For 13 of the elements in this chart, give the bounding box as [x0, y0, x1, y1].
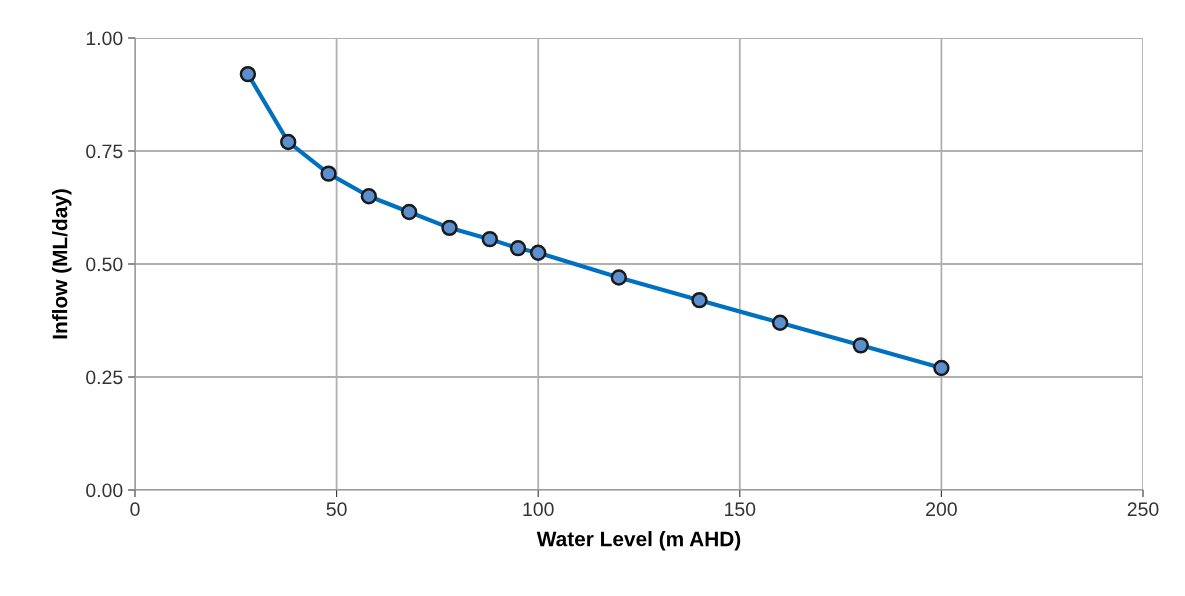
- y-tick-label: 0.50: [86, 257, 123, 272]
- x-tick-label: 200: [926, 502, 957, 517]
- y-tick-label: 0.75: [86, 144, 123, 159]
- y-tick-label: 0.25: [86, 370, 123, 385]
- x-tick-label: 50: [326, 502, 347, 517]
- x-tick-label: 0: [130, 502, 140, 517]
- x-tick-label: 100: [523, 502, 554, 517]
- y-tick-label: 1.00: [86, 31, 123, 46]
- y-tick-label: 0.00: [86, 483, 123, 498]
- y-axis-title: Inflow (ML/day): [52, 189, 72, 339]
- x-tick-label: 150: [725, 502, 756, 517]
- x-tick-label: 250: [1127, 502, 1159, 517]
- x-axis-title: Water Level (m AHD): [536, 531, 741, 551]
